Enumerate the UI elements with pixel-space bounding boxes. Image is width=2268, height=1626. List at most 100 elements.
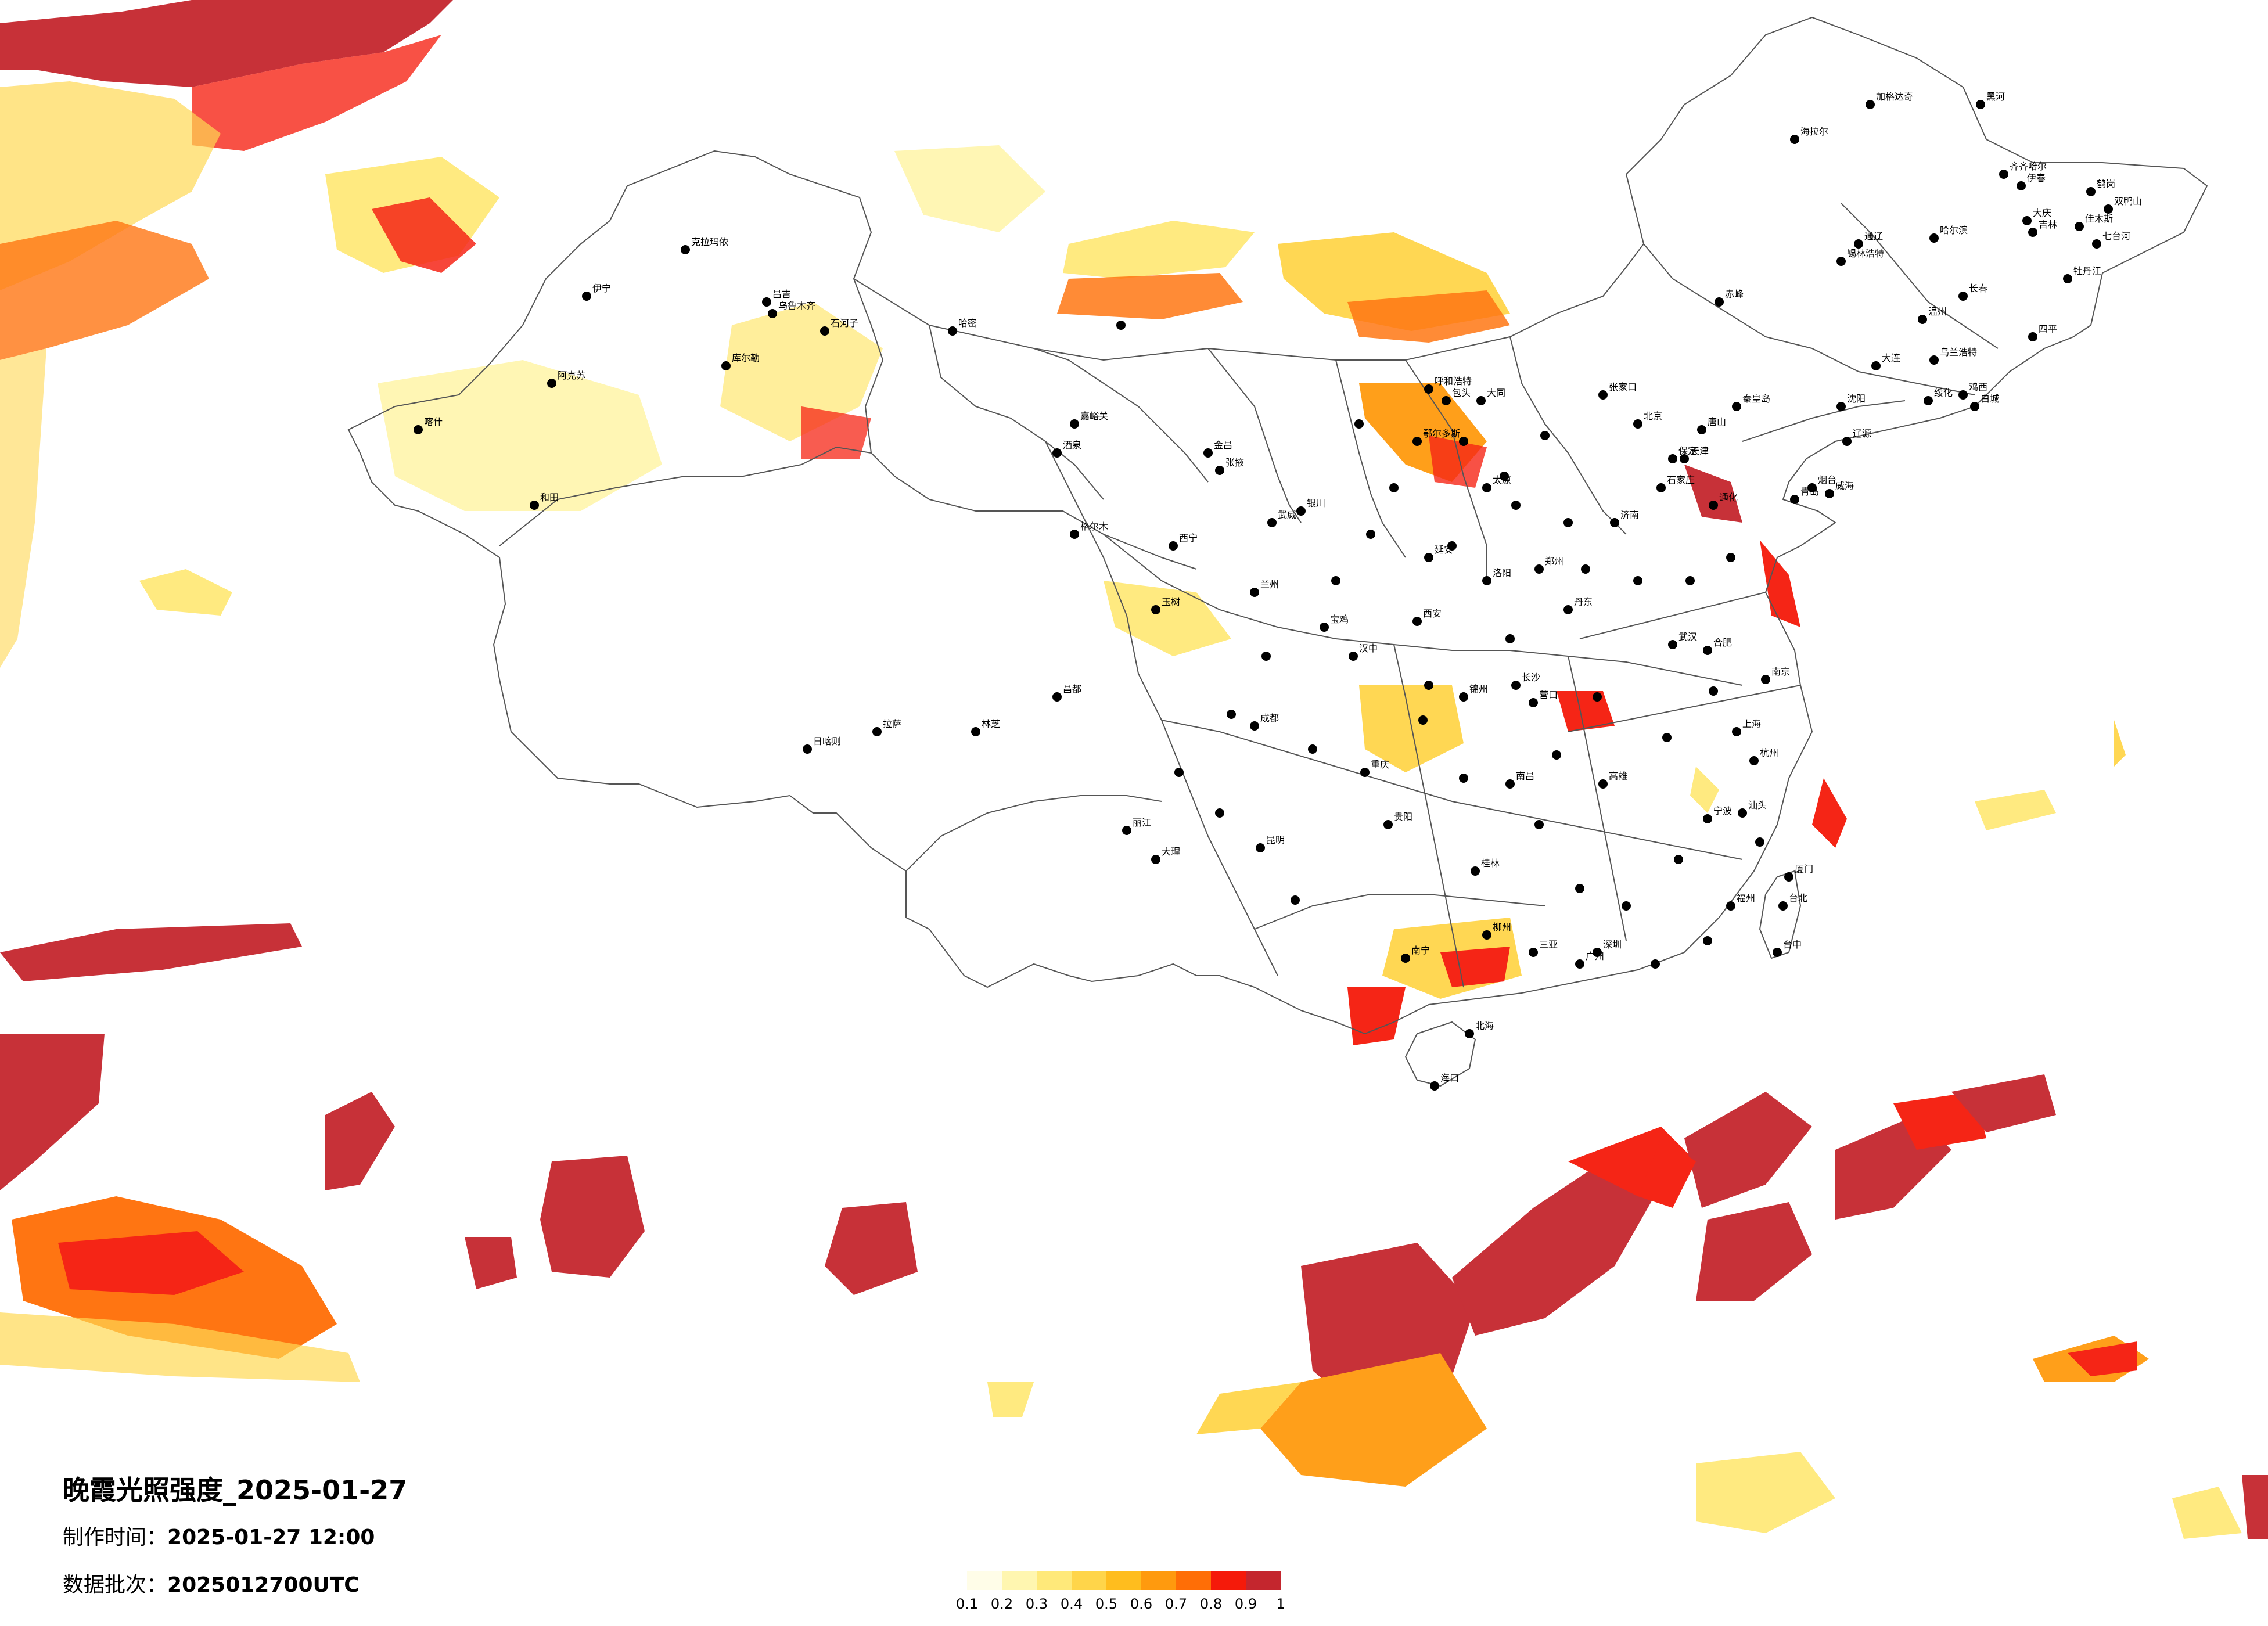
city-label: 哈密 [958,318,977,329]
city-dot [1651,959,1660,969]
city-dot [1291,895,1300,905]
city-dot [1709,686,1718,696]
legend-swatch [1211,1571,1246,1590]
city-label: 厦门 [1795,864,1813,875]
city-dot [1755,837,1764,847]
city-dot [1412,617,1422,626]
city-dot [1354,419,1364,429]
city-dot [1529,948,1538,957]
legend-tick-label: 1 [1276,1596,1285,1612]
city-dot [1360,768,1370,777]
city-dot [1552,750,1561,760]
city-dot [1418,715,1428,725]
city-dot [1761,675,1770,684]
city-dot [1534,820,1544,829]
city-label: 呼和浩特 [1435,376,1472,387]
city-dot [1784,872,1793,882]
city-dot [1732,402,1741,411]
city-label: 成都 [1260,713,1279,724]
city-dot [1622,901,1631,911]
china-boundary [347,16,2208,1087]
city-label: 通辽 [1864,231,1883,242]
city-dot [1261,652,1271,661]
city-dot [1749,756,1759,765]
city-label: 石河子 [831,318,858,329]
city-label: 日喀则 [813,736,841,747]
city-dot [1999,170,2008,179]
city-dot [2017,181,2026,190]
city-label: 秦皇岛 [1742,393,1770,404]
city-label: 和田 [540,492,559,503]
city-dot [1070,530,1079,539]
city-label: 拉萨 [883,718,901,729]
color-legend: 0.1 0.2 0.3 0.4 0.5 0.6 0.7 0.8 0.9 1 [956,1571,1350,1613]
city-dot [1482,576,1491,585]
city-dot [1482,483,1491,492]
city-dot [1929,355,1939,365]
city-label: 大连 [1882,352,1900,364]
city-dot [1511,501,1521,510]
city-label: 牡丹江 [2073,265,2101,276]
city-label: 丽江 [1133,817,1151,828]
map-title: 晚霞光照强度_2025-01-27 [63,1474,408,1506]
city-dot [582,292,591,301]
city-label: 鹤岗 [2097,178,2115,189]
city-label: 桂林 [1481,858,1500,869]
city-dot [1500,472,1509,481]
city-label: 喀什 [424,416,443,427]
city-dot [1958,292,1968,301]
city-dot [1296,506,1306,516]
city-dot [2028,332,2037,341]
city-dot [1668,454,1677,463]
city-label: 黑河 [1986,91,2005,102]
city-label: 温州 [1928,306,1947,317]
city-dot [2092,239,2101,249]
city-label: 银川 [1307,498,1325,509]
city-dot [681,245,690,254]
title-block: 晚霞光照强度_2025-01-27 制作时间：2025-01-27 12:00 … [63,1469,407,1616]
city-dot [1593,692,1602,702]
city-dot [1424,681,1433,690]
city-dot [1442,396,1451,405]
city-dot [1970,402,1979,411]
city-dot [872,727,882,736]
city-label: 威海 [1835,480,1854,491]
city-dot [1459,774,1468,783]
city-label: 石家庄 [1667,474,1695,485]
city-label: 锦州 [1469,684,1488,695]
city-dot [1215,808,1224,818]
city-dot [1389,483,1399,492]
city-label: 佳木斯 [2085,213,2113,224]
city-label: 合肥 [1713,637,1732,648]
city-label: 阿克苏 [558,370,585,381]
city-dot [1825,489,1834,498]
city-dot [1511,681,1521,690]
city-label: 台北 [1789,893,1807,904]
city-label: 昌都 [1063,684,1081,695]
city-label: 洛阳 [1493,567,1511,578]
city-label: 格尔木 [1080,521,1108,532]
legend-swatch [1176,1571,1211,1590]
city-label: 宁波 [1713,805,1732,816]
city-label: 通化 [1719,492,1738,503]
city-dot [1482,930,1491,940]
city-dot [2063,274,2072,283]
city-dot [1958,390,1968,400]
city-label: 大同 [1487,387,1505,398]
city-dot [1726,901,1735,911]
city-label: 金昌 [1214,440,1232,451]
legend-swatch [1141,1571,1176,1590]
city-dot [1668,640,1677,649]
city-dot [1924,396,1933,405]
city-label: 郑州 [1545,556,1563,567]
legend-tick-label: 0.9 [1234,1596,1257,1612]
city-dot [1424,553,1433,562]
city-dot [1459,437,1468,446]
city-dot [1308,744,1317,754]
city-label: 宝鸡 [1330,614,1349,625]
city-label: 克拉玛依 [691,236,728,247]
city-label: 贵阳 [1394,811,1412,822]
city-dot [1227,710,1236,719]
city-dot [1976,100,1985,109]
